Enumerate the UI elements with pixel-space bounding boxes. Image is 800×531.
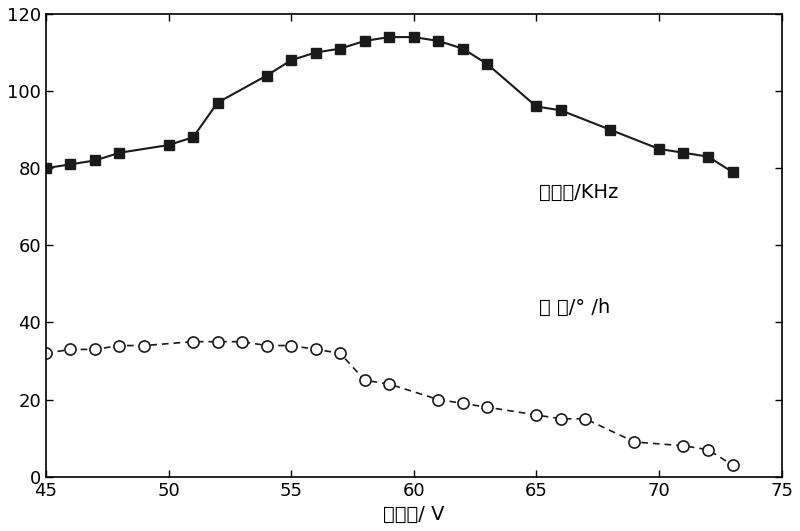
X-axis label: 模电压/ V: 模电压/ V	[383, 505, 445, 524]
Text: 偏频量/KHz: 偏频量/KHz	[538, 183, 618, 202]
Text: 零 偏/° /h: 零 偏/° /h	[538, 298, 610, 317]
